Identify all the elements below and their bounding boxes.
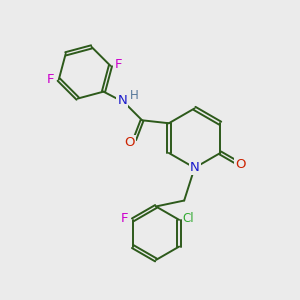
Text: F: F — [115, 58, 122, 71]
Text: Cl: Cl — [183, 212, 194, 225]
Text: F: F — [47, 73, 54, 86]
Text: F: F — [121, 212, 128, 225]
Text: H: H — [129, 88, 138, 101]
Text: O: O — [124, 136, 135, 149]
Text: N: N — [190, 161, 200, 174]
Text: N: N — [117, 94, 127, 107]
Text: O: O — [235, 158, 246, 171]
